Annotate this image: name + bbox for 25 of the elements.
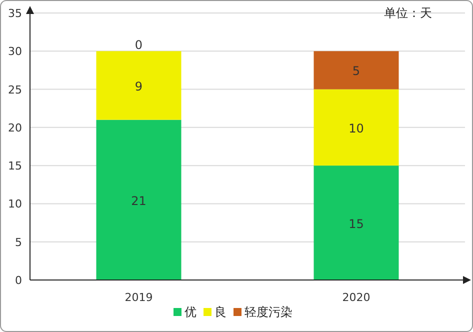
data-label: 10	[348, 121, 364, 136]
data-label: 9	[134, 79, 143, 94]
bar	[314, 51, 399, 90]
y-tick-label: 15	[8, 160, 22, 173]
annotation: 单位：天	[384, 6, 432, 20]
data-label: 5	[352, 64, 360, 78]
bar	[314, 166, 399, 280]
bar	[96, 120, 182, 280]
y-tick-label: 35	[8, 7, 22, 20]
y-tick-label: 10	[8, 198, 22, 211]
data-label: 21	[131, 194, 146, 208]
data-label: 0	[134, 38, 143, 52]
y-tick-label: 0	[15, 274, 22, 287]
legend-label: 轻度污染	[244, 305, 292, 319]
legend-label: 良	[214, 305, 226, 319]
data-label: 15	[348, 216, 364, 231]
y-tick-label: 30	[8, 45, 22, 58]
y-tick-label: 20	[8, 121, 22, 134]
legend-label: 优	[184, 305, 196, 319]
bar	[96, 51, 182, 120]
x-tick-label: 2020	[342, 291, 370, 304]
y-tick-label: 5	[15, 236, 22, 249]
bar	[314, 89, 399, 166]
y-tick-label: 25	[8, 83, 22, 96]
x-tick-label: 2019	[124, 291, 153, 304]
